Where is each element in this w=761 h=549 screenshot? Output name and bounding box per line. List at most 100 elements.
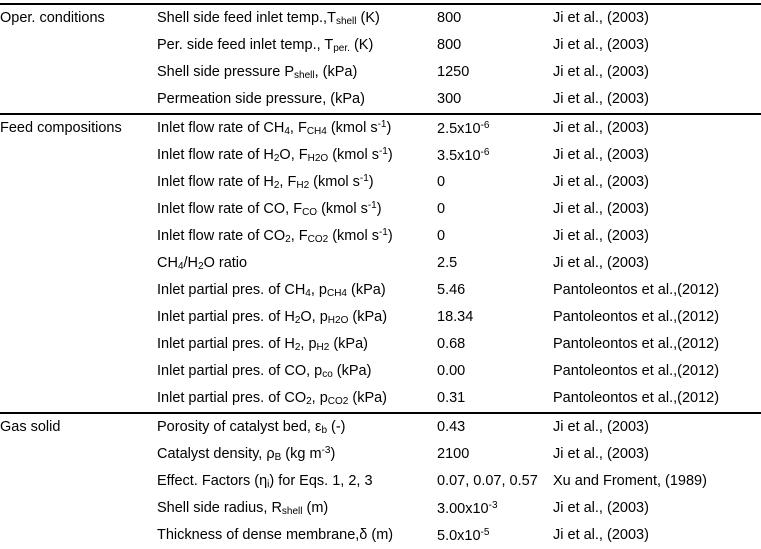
category-cell — [0, 32, 157, 59]
category-cell — [0, 250, 157, 277]
ref-cell: Ji et al., (2003) — [553, 91, 649, 108]
ref-cell: Xu and Froment, (1989) — [553, 473, 707, 490]
table-row: CH4/H2O ratio 2.5 Ji et al., (2003) — [0, 250, 761, 277]
value-cell: 0.68 — [437, 336, 466, 353]
value-cell: 2.5x10-6 — [437, 113, 553, 142]
ref-cell: Ji et al., (2003) — [553, 500, 649, 517]
category-cell: Feed compositions — [0, 113, 157, 142]
ref-cell: Ji et al., (2003) — [553, 37, 649, 54]
value-cell: 0.00 — [437, 363, 466, 380]
value-cell: 0 — [437, 228, 446, 245]
table-row: Shell side pressure Pshell, (kPa) 1250 J… — [0, 59, 761, 86]
ref-cell: Ji et al., (2003) — [553, 201, 649, 218]
category-cell — [0, 223, 157, 250]
param-cell: Shell side radius, Rshell (m) — [157, 499, 329, 517]
ref-cell: Ji et al., (2003) — [553, 174, 649, 191]
table-row: Inlet flow rate of H2, FH2 (kmol s-1) 0 … — [0, 169, 761, 196]
category-cell — [0, 331, 157, 358]
value-cell: 300 — [437, 91, 462, 108]
value-cell: 800 — [437, 10, 462, 27]
value-cell: 0.43 — [437, 412, 553, 441]
category-cell — [0, 468, 157, 495]
ref-cell: Pantoleontos et al.,(2012) — [553, 309, 720, 326]
table-row: Inlet partial pres. of H2O, pH2O (kPa) 1… — [0, 304, 761, 331]
param-cell: Inlet flow rate of CH4, FCH4 (kmol s-1) — [157, 113, 437, 142]
table-row: Shell side radius, Rshell (m) 3.00x10-3 … — [0, 495, 761, 522]
table-row: Inlet flow rate of H2O, FH2O (kmol s-1) … — [0, 142, 761, 169]
category-cell: Oper. conditions — [0, 10, 105, 27]
table-row: Inlet partial pres. of CO, pco (kPa) 0.0… — [0, 358, 761, 385]
param-cell: Inlet partial pres. of CO, pco (kPa) — [157, 362, 372, 380]
param-cell: Shell side feed inlet temp.,Tshell (K) — [157, 9, 380, 27]
param-cell: Permeation side pressure, (kPa) — [157, 91, 365, 108]
category-cell — [0, 522, 157, 549]
ref-cell: Pantoleontos et al.,(2012) — [553, 282, 720, 299]
param-cell: CH4/H2O ratio — [157, 254, 248, 272]
param-cell: Effect. Factors (ηi) for Eqs. 1, 2, 3 — [157, 472, 373, 490]
ref-cell: Ji et al., (2003) — [553, 10, 649, 27]
ref-cell: Ji et al., (2003) — [553, 412, 761, 441]
table-row: Inlet partial pres. of CH4, pCH4 (kPa) 5… — [0, 277, 761, 304]
param-cell: Inlet partial pres. of H2, pH2 (kPa) — [157, 335, 368, 353]
value-cell: 2.5 — [437, 255, 458, 272]
param-cell: Inlet flow rate of H2O, FH2O (kmol s-1) — [157, 146, 393, 164]
ref-cell: Ji et al., (2003) — [553, 255, 649, 272]
category-cell — [0, 277, 157, 304]
table-row: Inlet partial pres. of CO2, pCO2 (kPa) 0… — [0, 385, 761, 413]
ref-cell: Pantoleontos et al.,(2012) — [553, 336, 720, 353]
ref-cell: Ji et al., (2003) — [553, 228, 649, 245]
table-row: Feed compositions Inlet flow rate of CH4… — [0, 113, 761, 142]
param-cell: Inlet partial pres. of CH4, pCH4 (kPa) — [157, 281, 386, 299]
ref-cell: Pantoleontos et al.,(2012) — [553, 390, 720, 407]
section-gas-solid: Gas solid Porosity of catalyst bed, εb (… — [0, 412, 761, 549]
ref-cell: Ji et al., (2003) — [553, 446, 649, 463]
param-cell: Shell side pressure Pshell, (kPa) — [157, 63, 358, 81]
category-cell — [0, 86, 157, 114]
value-cell: 3.5x10-6 — [437, 146, 490, 164]
table-row: Effect. Factors (ηi) for Eqs. 1, 2, 3 0.… — [0, 468, 761, 495]
param-cell: Inlet partial pres. of CO2, pCO2 (kPa) — [157, 389, 388, 407]
parameters-table: Oper. conditions Shell side feed inlet t… — [0, 3, 761, 549]
category-cell — [0, 142, 157, 169]
param-cell: Inlet flow rate of H2, FH2 (kmol s-1) — [157, 173, 374, 191]
value-cell: 5.0x10-5 — [437, 526, 490, 544]
value-cell: 0.31 — [437, 390, 466, 407]
table-row: Inlet flow rate of CO, FCO (kmol s-1) 0 … — [0, 196, 761, 223]
value-cell: 0.07, 0.07, 0.57 — [437, 473, 538, 490]
param-cell: Per. side feed inlet temp., Tper. (K) — [157, 36, 374, 54]
table-row: Gas solid Porosity of catalyst bed, εb (… — [0, 412, 761, 441]
value-cell: 0 — [437, 174, 446, 191]
value-cell: 1250 — [437, 64, 470, 81]
category-cell: Gas solid — [0, 412, 157, 441]
table-row: Catalyst density, ρB (kg m-3) 2100 Ji et… — [0, 441, 761, 468]
category-cell — [0, 358, 157, 385]
value-cell: 18.34 — [437, 309, 474, 326]
value-cell: 5.46 — [437, 282, 466, 299]
ref-cell: Ji et al., (2003) — [553, 64, 649, 81]
param-cell: Thickness of dense membrane,δ (m) — [157, 527, 394, 544]
category-cell — [0, 196, 157, 223]
section-feed-compositions: Feed compositions Inlet flow rate of CH4… — [0, 113, 761, 413]
category-cell — [0, 169, 157, 196]
category-cell — [0, 304, 157, 331]
value-cell: 3.00x10-3 — [437, 499, 498, 517]
ref-cell: Ji et al., (2003) — [553, 113, 761, 142]
ref-cell: Ji et al., (2003) — [553, 147, 649, 164]
value-cell: 0 — [437, 201, 446, 218]
param-cell: Inlet flow rate of CO2, FCO2 (kmol s-1) — [157, 227, 393, 245]
param-cell: Porosity of catalyst bed, εb (-) — [157, 412, 437, 441]
table-row: Oper. conditions Shell side feed inlet t… — [0, 4, 761, 32]
category-cell — [0, 495, 157, 522]
category-cell — [0, 441, 157, 468]
value-cell: 2100 — [437, 446, 470, 463]
table-row: Inlet partial pres. of H2, pH2 (kPa) 0.6… — [0, 331, 761, 358]
ref-cell: Pantoleontos et al.,(2012) — [553, 363, 720, 380]
table-row: Permeation side pressure, (kPa) 300 Ji e… — [0, 86, 761, 114]
section-oper-conditions: Oper. conditions Shell side feed inlet t… — [0, 4, 761, 114]
category-cell — [0, 385, 157, 413]
category-cell — [0, 59, 157, 86]
table-row: Thickness of dense membrane,δ (m) 5.0x10… — [0, 522, 761, 549]
ref-cell: Ji et al., (2003) — [553, 527, 649, 544]
param-cell: Catalyst density, ρB (kg m-3) — [157, 445, 336, 463]
paper-page: Oper. conditions Shell side feed inlet t… — [0, 3, 761, 549]
